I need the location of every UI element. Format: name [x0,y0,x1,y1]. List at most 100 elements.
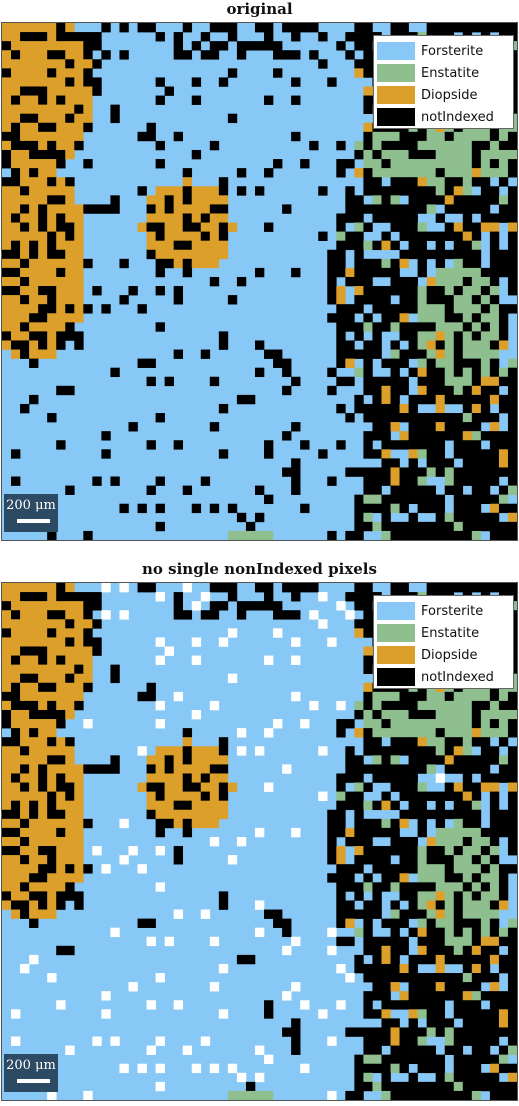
map-pixel [291,95,301,105]
map-pixel [2,59,12,69]
map-pixel [47,755,57,765]
map-pixel [56,240,66,251]
map-pixel [56,864,66,874]
map-pixel [417,909,427,919]
map-pixel [471,204,482,214]
map-pixel [11,476,21,486]
map-pixel [92,41,102,51]
map-pixel [462,973,473,983]
map-pixel [453,991,464,1001]
map-pixel [47,149,57,160]
map-pixel [453,1063,464,1074]
map-pixel [291,467,301,477]
map-pixel [282,431,292,441]
map-pixel [444,846,455,856]
map-pixel [119,610,129,620]
map-pixel [209,213,220,223]
map-pixel [47,530,57,540]
map-pixel [444,276,455,287]
map-pixel [191,782,202,792]
map-pixel [65,646,75,656]
map-pixel [200,791,211,801]
map-pixel [2,286,12,296]
map-pixel [453,376,464,387]
map-pixel [336,700,346,711]
map-pixel [417,204,427,214]
map-pixel [2,764,12,774]
map-pixel [372,755,382,765]
map-pixel [444,322,455,332]
map-pixel [182,249,193,260]
map-pixel [2,23,12,33]
map-pixel [65,800,75,811]
map-pixel [110,673,120,684]
map-pixel [20,709,30,720]
map-pixel [507,864,517,874]
map-pixel [453,737,464,747]
map-pixel [20,276,30,287]
map-pixel [146,809,156,820]
map-pixel [354,1090,364,1100]
map-pixel [318,592,328,602]
map-pixel [65,113,75,124]
map-pixel [498,403,509,414]
map-pixel [173,601,184,611]
map-pixel [435,982,446,992]
map-pixel [56,295,66,305]
map-pixel [209,503,220,514]
map-pixel [390,413,400,423]
map-pixel [65,855,75,865]
map-pixel [47,213,57,223]
map-pixel [38,322,48,332]
map-pixel [2,267,12,278]
map-pixel [38,610,48,620]
map-pixel [408,991,418,1001]
map-pixel [372,403,382,414]
map-pixel [417,1081,427,1092]
map-pixel [282,583,292,593]
map-pixel [20,619,30,629]
map-pixel [264,728,274,738]
map-pixel [200,349,211,359]
map-pixel [56,86,66,96]
map-pixel [381,503,391,514]
map-pixel [56,719,66,729]
map-pixel [399,936,409,947]
map-pixel [191,773,202,783]
map-pixel [327,1036,337,1046]
map-pixel [354,222,364,232]
map-pixel [191,231,202,241]
map-pixel [363,467,373,477]
map-pixel [426,927,436,938]
map-pixel [453,927,464,938]
map-pixel [444,385,455,396]
map-pixel [363,583,373,593]
map-pixel [381,773,391,783]
map-pixel [282,385,292,396]
map-pixel [489,385,500,396]
map-pixel [399,349,409,359]
map-pixel [498,140,509,151]
map-pixel [309,23,319,33]
map-pixel [2,32,12,42]
map-pixel [20,286,30,296]
map-pixel [462,149,473,160]
map-pixel [2,149,12,160]
map-pixel [453,503,464,514]
map-pixel [507,503,517,514]
map-pixel [273,50,283,60]
map-pixel [56,855,66,865]
map-pixel [11,755,21,765]
map-pixel [74,619,84,629]
map-pixel [65,304,75,314]
map-pixel [417,304,427,314]
map-pixel [146,936,156,947]
map-pixel [47,637,57,647]
map-pixel [182,818,193,829]
map-pixel [38,204,48,214]
map-pixel [435,340,446,350]
map-pixel [11,149,21,160]
map-pixel [489,231,500,241]
map-pixel [480,737,491,747]
map-pixel [390,358,400,368]
